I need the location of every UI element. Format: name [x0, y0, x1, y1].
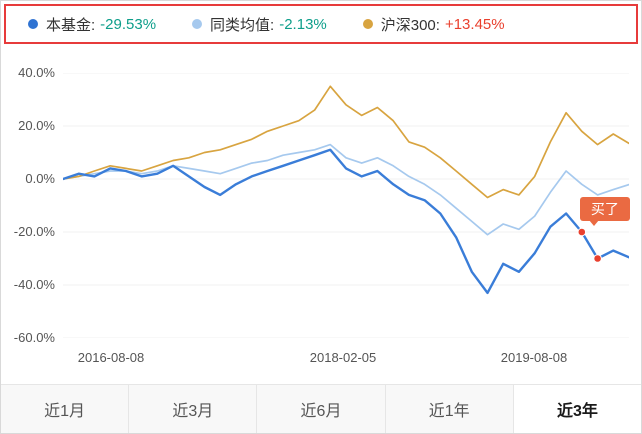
- y-axis-tick: 40.0%: [18, 65, 55, 80]
- x-axis-tick: 2019-08-08: [500, 350, 568, 365]
- legend-label: 沪深300:: [380, 16, 440, 34]
- tab-recent-1-year[interactable]: 近1年: [385, 385, 514, 433]
- tab-recent-3-months[interactable]: 近3月: [129, 385, 258, 433]
- legend-item[interactable]: 同类均值: -2.13%: [192, 14, 327, 35]
- tab-recent-6-months[interactable]: 近6月: [257, 385, 386, 433]
- category-avg-series-dot-icon: [192, 19, 203, 29]
- x-axis-tick: 2016-08-08: [77, 350, 145, 365]
- performance-line-chart[interactable]: [63, 73, 629, 338]
- y-axis-tick: -60.0%: [13, 330, 55, 345]
- chart-plot-area[interactable]: 买了: [63, 73, 630, 338]
- csi300-series-dot-icon: [362, 19, 373, 29]
- x-axis-tick: 2018-02-05: [309, 350, 377, 365]
- legend-label: 本基金:: [46, 16, 96, 34]
- legend-highlight-box: 本基金: -29.53% 同类均值: -2.13% 沪深300: +13.45%: [4, 4, 638, 44]
- tab-recent-3-years[interactable]: 近3年: [513, 385, 641, 433]
- legend-label: 同类均值:: [210, 16, 275, 34]
- legend-value: -2.13%: [279, 15, 327, 33]
- period-tabbar: 近1月 近3月 近6月 近1年 近3年: [1, 384, 641, 433]
- tab-recent-1-month[interactable]: 近1月: [1, 385, 130, 433]
- y-axis-tick: -20.0%: [13, 224, 55, 239]
- fund-series-dot-icon: [28, 19, 38, 29]
- buy-marker-tooltip: 买了: [579, 197, 630, 226]
- y-axis-tick: -40.0%: [13, 277, 55, 292]
- y-axis-tick: 20.0%: [18, 118, 55, 133]
- legend-item[interactable]: 沪深300: +13.45%: [362, 14, 505, 35]
- legend-item[interactable]: 本基金: -29.53%: [28, 14, 156, 35]
- y-axis-tick: 0.0%: [25, 171, 55, 186]
- legend-value: +13.45%: [444, 15, 505, 33]
- legend-value: -29.53%: [100, 15, 157, 33]
